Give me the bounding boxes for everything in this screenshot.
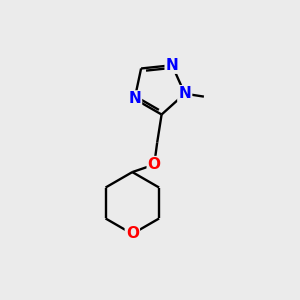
Text: N: N <box>128 92 141 106</box>
Text: O: O <box>126 226 139 242</box>
Text: O: O <box>148 157 161 172</box>
Text: N: N <box>178 86 191 101</box>
Text: N: N <box>166 58 178 73</box>
